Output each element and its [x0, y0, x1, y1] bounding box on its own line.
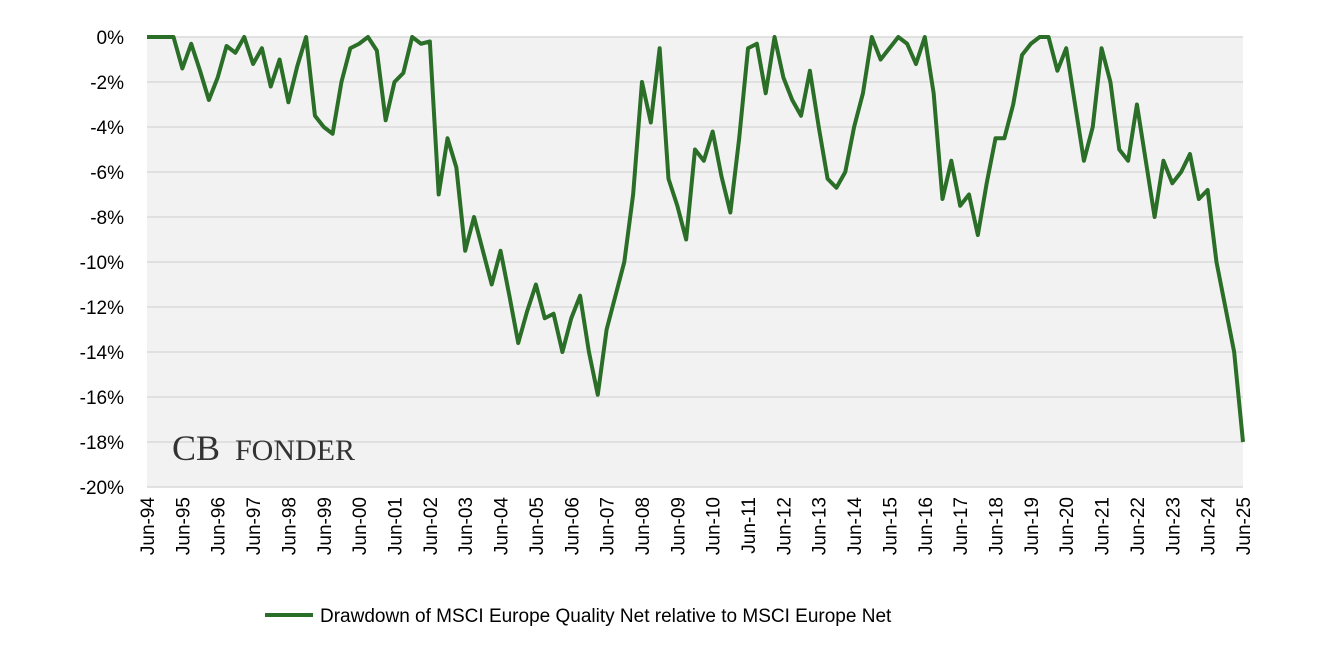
x-tick-label: Jun-17: [951, 497, 972, 555]
y-tick-label: -2%: [90, 73, 124, 94]
x-tick-label: Jun-14: [845, 497, 866, 556]
y-tick-label: -10%: [80, 253, 124, 274]
x-tick-label: Jun-94: [138, 497, 159, 556]
watermark: CB: [172, 428, 220, 468]
x-tick-label: Jun-96: [209, 497, 230, 555]
x-tick-label: Jun-02: [421, 497, 442, 555]
x-tick-label: Jun-20: [1057, 497, 1078, 555]
x-tick-label: Jun-98: [279, 497, 300, 555]
watermark: FONDER: [235, 434, 355, 467]
x-tick-label: Jun-01: [385, 497, 406, 555]
x-tick-label: Jun-97: [244, 497, 265, 555]
x-tick-label: Jun-18: [987, 497, 1008, 555]
x-tick-label: Jun-07: [598, 497, 619, 555]
y-tick-label: -4%: [90, 118, 124, 139]
x-tick-label: Jun-08: [633, 497, 654, 555]
y-tick-label: 0%: [97, 28, 125, 49]
x-tick-label: Jun-04: [492, 497, 513, 556]
x-tick-label: Jun-13: [810, 497, 831, 555]
x-tick-label: Jun-23: [1163, 497, 1184, 555]
x-tick-label: Jun-00: [350, 497, 371, 555]
y-tick-label: -14%: [80, 343, 124, 364]
data-line: [147, 35, 1245, 443]
y-tick-label: -20%: [80, 478, 124, 499]
x-tick-label: Jun-95: [173, 497, 194, 555]
x-tick-label: Jun-10: [704, 497, 725, 555]
x-tick-label: Jun-99: [315, 497, 336, 555]
x-tick-label: Jun-24: [1199, 497, 1220, 556]
y-tick-label: -12%: [80, 298, 124, 319]
y-tick-label: -18%: [80, 433, 124, 454]
x-tick-label: Jun-03: [456, 497, 477, 555]
x-tick-label: Jun-25: [1234, 497, 1255, 555]
x-tick-label: Jun-11: [739, 497, 760, 554]
x-tick-label: Jun-15: [880, 497, 901, 555]
x-tick-label: Jun-12: [774, 497, 795, 555]
legend-label: Drawdown of MSCI Europe Quality Net rela…: [320, 606, 892, 627]
y-tick-label: -6%: [90, 163, 124, 184]
y-tick-label: -16%: [80, 388, 124, 409]
x-tick-label: Jun-09: [668, 497, 689, 555]
x-tick-label: Jun-06: [562, 497, 583, 555]
x-tick-label: Jun-21: [1093, 497, 1114, 555]
x-tick-label: Jun-22: [1128, 497, 1149, 555]
y-tick-label: -8%: [90, 208, 124, 229]
x-tick-label: Jun-19: [1022, 497, 1043, 555]
x-tick-label: Jun-16: [916, 497, 937, 555]
x-tick-label: Jun-05: [527, 497, 548, 555]
